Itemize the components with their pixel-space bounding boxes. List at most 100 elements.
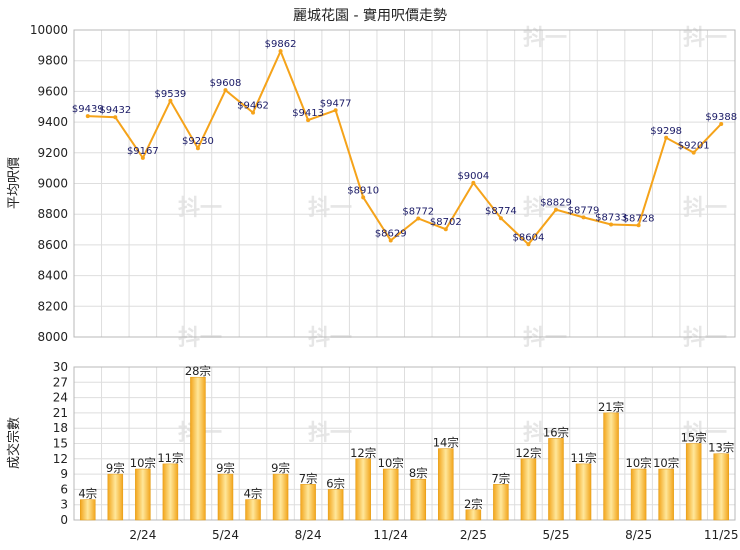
price-data-label: $8629 [375, 228, 407, 239]
volume-y-tick-label: 15 [53, 437, 68, 451]
volume-y-tick-label: 24 [53, 391, 68, 405]
price-data-label: $9004 [457, 171, 489, 182]
price-point [498, 216, 503, 221]
volume-bar [217, 473, 234, 521]
price-point [306, 118, 311, 123]
volume-data-label: 11宗 [570, 451, 596, 465]
watermark-text: 抖一 [523, 326, 567, 351]
volume-bar [382, 468, 399, 521]
price-point [361, 195, 366, 200]
volume-bar [658, 468, 674, 521]
price-data-label: $9298 [650, 126, 682, 137]
price-point [691, 150, 696, 155]
volume-bar [575, 463, 592, 521]
x-tick-label: 11/24 [373, 528, 408, 542]
volume-data-label: 28宗 [185, 364, 211, 378]
volume-bar [162, 463, 179, 521]
volume-y-tick-label: 3 [60, 498, 68, 512]
volume-y-tick-label: 30 [53, 360, 68, 374]
price-y-tick-label: 9200 [37, 146, 68, 160]
watermark-text: 抖一 [308, 326, 352, 351]
volume-data-label: 16宗 [543, 425, 569, 439]
volume-data-label: 15宗 [681, 431, 707, 445]
watermark-text: 抖一 [683, 421, 727, 446]
volume-bar [107, 473, 124, 521]
volume-data-label: 10宗 [653, 456, 679, 470]
watermarks: 抖一抖一抖一抖一抖一抖一抖一抖一抖一抖一抖一抖一抖一抖一 [178, 26, 727, 446]
price-y-axis-label: 平均呎價 [7, 157, 22, 209]
x-tick-label: 2/24 [129, 528, 156, 542]
volume-bar [300, 484, 316, 521]
price-y-tick-label: 8800 [37, 207, 68, 221]
price-point [140, 155, 145, 160]
volume-bar [327, 489, 344, 521]
price-data-label: $9388 [705, 112, 737, 123]
volume-bar [603, 412, 619, 521]
volume-bar [713, 453, 729, 521]
volume-bar [135, 468, 151, 521]
price-y-tick-label: 10000 [30, 23, 68, 37]
price-data-label: $9608 [210, 78, 242, 89]
volume-y-tick-label: 6 [60, 482, 68, 496]
x-axis-ticks: 2/24 5/24 8/24 11/24 2/25 5/25 8/25 11/25 [129, 528, 738, 542]
price-point [609, 222, 614, 227]
x-tick-label: 11/25 [704, 528, 739, 542]
x-tick-label: 5/25 [543, 528, 570, 542]
watermark-text: 抖一 [178, 196, 222, 221]
price-data-label: $8728 [623, 213, 655, 224]
price-point [719, 121, 724, 126]
volume-bar [272, 473, 289, 521]
price-plot-frame [73, 29, 736, 338]
volume-y-tick-label: 9 [60, 467, 68, 481]
volume-data-label: 7宗 [299, 471, 318, 485]
chart-title: 麗城花園 - 實用呎價走勢 [293, 7, 447, 24]
volume-bar [190, 376, 206, 521]
volume-bar [438, 448, 454, 521]
watermark-text: 抖一 [683, 196, 727, 221]
price-data-label: $8910 [347, 185, 379, 196]
volume-bar [465, 509, 482, 521]
volume-bar [548, 438, 564, 521]
price-data-label: $8702 [430, 217, 462, 228]
volume-bar [245, 499, 261, 521]
volume-plot-frame [73, 366, 736, 521]
price-point [526, 242, 531, 247]
volume-data-label: 12宗 [350, 446, 376, 460]
volume-bar [630, 468, 647, 521]
price-data-label: $9167 [127, 146, 159, 157]
volume-data-label: 12宗 [515, 446, 541, 460]
volume-data-label: 21宗 [598, 400, 624, 414]
price-data-label: $9230 [182, 136, 214, 147]
price-data-label: $9413 [292, 108, 324, 119]
price-y-tick-label: 9000 [37, 177, 68, 191]
volume-data-label: 10宗 [130, 456, 156, 470]
volume-data-label: 11宗 [157, 451, 183, 465]
volume-data-label: 9宗 [106, 461, 125, 475]
price-points [85, 49, 724, 247]
price-y-tick-label: 8000 [37, 330, 68, 344]
x-tick-label: 5/24 [212, 528, 239, 542]
price-point [553, 207, 558, 212]
price-data-label: $9539 [154, 89, 186, 100]
price-data-label: $9862 [265, 39, 297, 50]
price-point [581, 215, 586, 220]
volume-data-label: 2宗 [464, 497, 483, 511]
x-tick-label: 2/25 [460, 528, 487, 542]
price-point [416, 216, 421, 221]
price-point [664, 135, 669, 140]
price-y-ticks: 8000 8200 8400 8600 8800 9000 9200 9400 9600 9800… [30, 23, 68, 344]
price-data-label: $8772 [402, 206, 434, 217]
volume-data-label: 4宗 [78, 487, 97, 501]
volume-data-label: 14宗 [433, 436, 459, 450]
price-y-tick-label: 9800 [37, 54, 68, 68]
volume-bars [80, 376, 729, 521]
price-point [388, 238, 393, 243]
price-point [443, 227, 448, 232]
volume-bar [520, 458, 537, 521]
price-y-tick-label: 9600 [37, 84, 68, 98]
price-data-label: $8774 [485, 206, 517, 217]
